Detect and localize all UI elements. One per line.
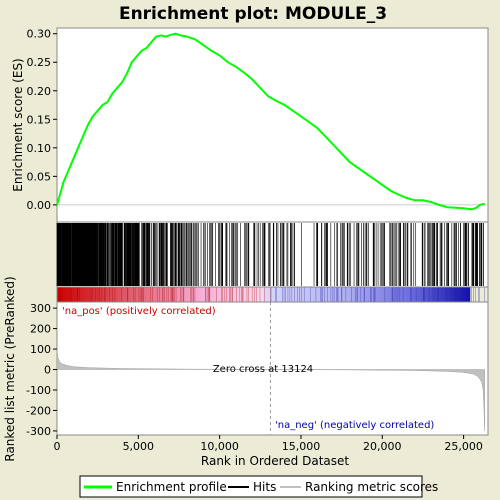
neg-correlated-label: 'na_neg' (negatively correlated) (275, 420, 434, 431)
legend-hits-label: Hits (253, 480, 276, 494)
metric-y-tick-label: -100 (26, 384, 51, 397)
chart-title: Enrichment plot: MODULE_3 (119, 4, 387, 24)
x-tick-label: 25,000 (444, 440, 483, 453)
x-axis-label: Rank in Ordered Dataset (201, 454, 349, 468)
color-bar-stripes (58, 287, 485, 302)
enrichment-profile-line (56, 32, 485, 211)
es-plot-area (56, 27, 489, 223)
es-y-tick-label: 0.15 (27, 113, 52, 126)
metric-y-tick-label: 200 (30, 323, 51, 336)
metric-x-axis: 0 5,000 10,000 15,000 20,000 25,000 (54, 435, 483, 453)
es-y-tick-label: 0.20 (27, 85, 52, 98)
zero-cross-label: Zero cross at 13124 (213, 364, 313, 375)
es-y-tick-label: 0.10 (27, 142, 52, 155)
x-tick-label: 0 (54, 440, 61, 453)
legend-box (79, 475, 423, 498)
legend-enrichment-label: Enrichment profile (116, 480, 227, 494)
hit-marks (56, 223, 484, 286)
x-tick-label: 20,000 (363, 440, 402, 453)
metric-y-axis-label: Ranked list metric (PreRanked) (3, 276, 17, 461)
es-y-tick-label: 0.30 (27, 28, 52, 41)
metric-y-tick-label: -200 (26, 404, 51, 417)
metric-y-tick-label: 0 (44, 364, 51, 377)
metric-y-tick-label: 300 (30, 302, 51, 315)
metric-y-axis: 300 200 100 0 -100 -200 -300 (26, 302, 57, 438)
es-y-axis: 0.30 0.25 0.20 0.15 0.10 0.05 0.00 (27, 28, 57, 212)
x-tick-label: 15,000 (282, 440, 321, 453)
legend-metric-label: Ranking metric scores (305, 480, 438, 494)
x-tick-label: 10,000 (200, 440, 239, 453)
pos-correlated-label: 'na_pos' (positively correlated) (62, 306, 216, 317)
x-tick-label: 5,000 (123, 440, 155, 453)
es-y-axis-label: Enrichment score (ES) (11, 58, 25, 191)
es-y-tick-label: 0.05 (27, 170, 52, 183)
ranking-metric-area (56, 347, 485, 431)
es-y-tick-label: 0.25 (27, 56, 52, 69)
metric-y-tick-label: -300 (26, 425, 51, 438)
es-y-tick-label: 0.00 (27, 199, 52, 212)
metric-y-tick-label: 100 (30, 343, 51, 356)
ranking-color-bar (57, 287, 470, 302)
